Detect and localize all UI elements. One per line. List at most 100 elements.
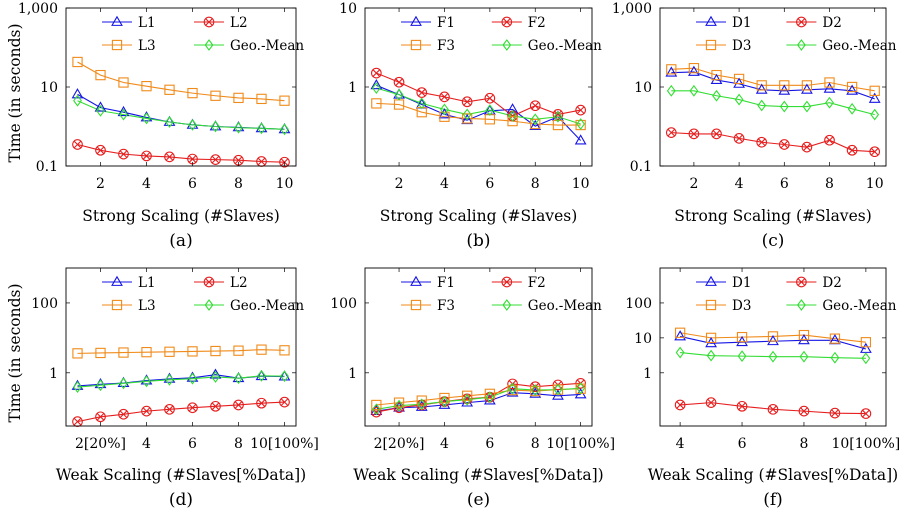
data-point-f-1-1 xyxy=(674,330,687,341)
legend-marker-c-2 xyxy=(796,16,807,28)
legend-entry-b-1: F1 xyxy=(437,15,455,31)
xtick-label-d-5: 10[100%] xyxy=(250,436,319,452)
data-point-c-2-7 xyxy=(801,141,813,153)
legend-entry-c-3: D3 xyxy=(732,38,751,54)
data-point-a-2-5 xyxy=(164,151,175,163)
data-point-b-4-4 xyxy=(440,103,449,116)
chart-panel-e: 1 100 2[20%] 4 6 8 10[100%] F1 F2 F3 Geo.-Mean Weak… xyxy=(330,267,615,510)
ytick-label-c-3: 1,000 xyxy=(612,1,652,17)
x-axis-label-a: Strong Scaling (#Slaves) xyxy=(82,207,280,225)
data-point-b-3-5 xyxy=(461,113,473,124)
legend-entry-a-2: L2 xyxy=(230,15,248,31)
data-point-d-2-6 xyxy=(187,402,198,414)
panel-caption-f: (f) xyxy=(763,490,783,510)
legend-marker-b-4 xyxy=(502,39,512,51)
series-line-c-3 xyxy=(671,67,875,92)
data-point-d-4-6 xyxy=(188,372,197,385)
data-point-c-4-10 xyxy=(870,108,880,121)
data-point-c-1-9 xyxy=(846,84,858,95)
data-point-b-2-2 xyxy=(393,76,405,88)
data-point-f-3-4 xyxy=(767,331,779,342)
xtick-label-c-4: 8 xyxy=(825,176,834,192)
data-point-e-3-6 xyxy=(484,388,495,399)
data-point-e-4-2 xyxy=(394,399,404,412)
data-point-e-4-9 xyxy=(553,383,563,396)
series-line-c-2 xyxy=(671,132,875,153)
data-point-d-1-9 xyxy=(255,369,268,381)
legend-marker-a-3 xyxy=(111,39,123,51)
data-point-a-4-7 xyxy=(211,120,220,133)
data-point-b-2-6 xyxy=(484,92,496,104)
series-line-b-1 xyxy=(376,84,582,141)
data-point-a-2-3 xyxy=(118,148,129,160)
chart-panel-a: 0.1 10 1,000 2 4 6 8 10 L1 L2 L3 Geo.-Mean Strong Sc… xyxy=(6,1,304,251)
data-point-e-1-9 xyxy=(552,389,564,400)
series-line-a-3 xyxy=(77,61,285,102)
data-point-f-2-1 xyxy=(674,399,686,411)
legend-marker-a-1 xyxy=(111,15,123,26)
data-point-c-3-2 xyxy=(688,63,700,74)
legend-entry-d-4: Geo.-Mean xyxy=(230,298,304,314)
data-point-d-4-7 xyxy=(211,371,220,383)
legend-entry-e-2: F2 xyxy=(528,275,546,291)
data-point-c-1-5 xyxy=(755,83,768,94)
panel-caption-e: (e) xyxy=(467,490,490,510)
ytick-label-f-1: 1 xyxy=(643,366,652,382)
legend-marker-d-1 xyxy=(111,275,123,286)
data-point-f-2-7 xyxy=(860,408,872,419)
ytick-label-a-1: 0.1 xyxy=(36,159,58,175)
data-point-d-2-7 xyxy=(210,400,221,412)
data-point-f-2-6 xyxy=(829,407,841,419)
x-axis-label-e: Weak Scaling (#Slaves[%Data]) xyxy=(353,466,603,484)
data-point-d-2-3 xyxy=(118,408,129,420)
ytick-label-d-1: 1 xyxy=(49,366,58,382)
data-point-e-4-4 xyxy=(440,395,449,408)
panel-caption-d: (d) xyxy=(169,490,193,510)
ytick-label-e-1: 1 xyxy=(348,366,357,382)
legend-entry-e-1: F1 xyxy=(437,275,455,291)
data-point-c-1-7 xyxy=(801,83,813,94)
legend-marker-e-4 xyxy=(502,299,512,311)
data-point-f-4-5 xyxy=(799,350,809,363)
legend-marker-b-3 xyxy=(410,39,422,51)
data-point-f-3-5 xyxy=(798,329,810,341)
legend-entry-c-2: D2 xyxy=(822,15,841,31)
data-point-b-1-1 xyxy=(370,79,383,90)
data-point-e-1-7 xyxy=(506,386,519,397)
xtick-label-f-3: 8 xyxy=(799,436,808,452)
data-point-c-3-10 xyxy=(869,85,880,96)
x-axis-label-f: Weak Scaling (#Slaves[%Data]) xyxy=(648,466,898,484)
data-point-f-2-5 xyxy=(798,405,810,417)
legend-marker-d-2 xyxy=(203,276,215,288)
legend-marker-f-1 xyxy=(705,275,717,286)
series-line-c-1 xyxy=(671,71,875,100)
series-line-a-2 xyxy=(77,143,285,163)
data-point-c-3-3 xyxy=(711,69,722,81)
data-point-b-1-8 xyxy=(529,119,542,131)
data-point-c-2-3 xyxy=(711,128,722,140)
ytick-label-d-2: 100 xyxy=(31,296,58,312)
data-point-c-2-8 xyxy=(824,134,835,146)
legend-entry-d-3: L3 xyxy=(138,298,156,314)
data-point-b-3-9 xyxy=(552,119,564,131)
legend-entry-f-2: D2 xyxy=(822,275,841,291)
xtick-label-a-2: 4 xyxy=(142,176,151,192)
data-point-c-3-5 xyxy=(756,80,767,91)
data-point-d-3-6 xyxy=(187,346,198,357)
data-point-f-1-4 xyxy=(767,334,779,346)
data-point-b-4-3 xyxy=(417,97,427,110)
series-line-e-3 xyxy=(376,388,581,406)
series-line-b-4 xyxy=(376,87,581,125)
data-point-c-1-2 xyxy=(688,65,700,76)
legend-entry-b-3: F3 xyxy=(437,38,455,54)
data-point-c-3-9 xyxy=(846,81,858,93)
legend-entry-e-3: F3 xyxy=(437,298,455,314)
panel-caption-c: (c) xyxy=(762,231,785,251)
data-point-c-2-5 xyxy=(756,136,768,148)
legend-entry-c-4: Geo.-Mean xyxy=(822,38,896,54)
data-point-a-4-6 xyxy=(188,118,197,131)
xtick-label-d-3: 6 xyxy=(188,436,197,452)
data-point-c-2-9 xyxy=(846,144,858,156)
data-point-b-3-4 xyxy=(439,111,450,122)
